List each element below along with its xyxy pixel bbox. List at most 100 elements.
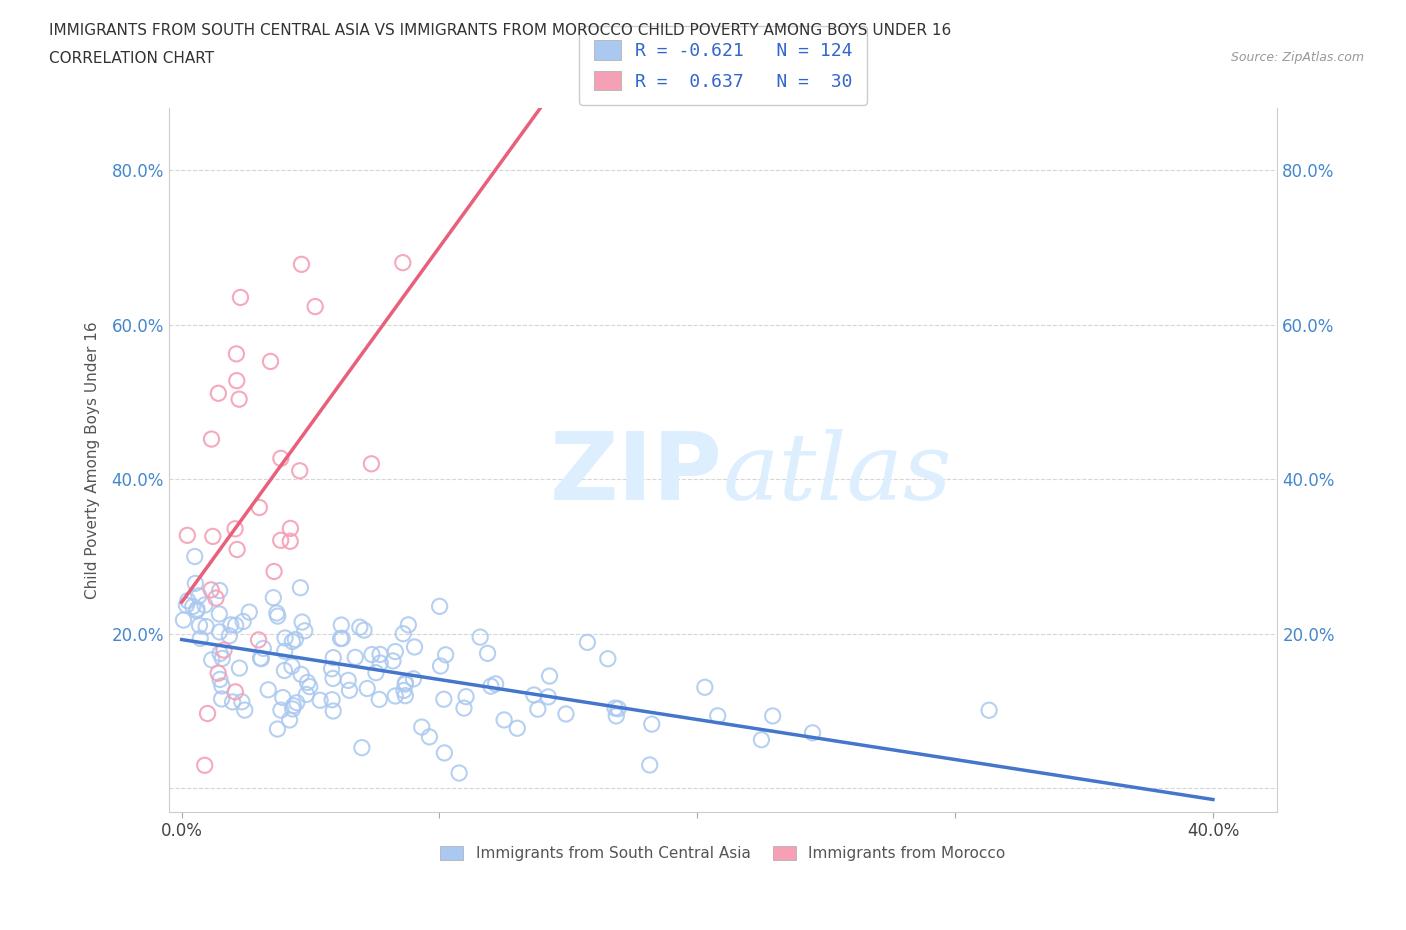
Point bbox=[381, 654, 404, 669]
Point bbox=[344, 650, 367, 665]
Point bbox=[402, 671, 425, 686]
Point bbox=[304, 299, 326, 314]
Point bbox=[298, 679, 321, 694]
Point bbox=[392, 683, 415, 698]
Point bbox=[330, 631, 353, 645]
Point bbox=[288, 463, 311, 478]
Y-axis label: Child Poverty Among Boys Under 16: Child Poverty Among Boys Under 16 bbox=[86, 321, 100, 599]
Point bbox=[266, 722, 288, 737]
Point bbox=[470, 630, 492, 644]
Point bbox=[232, 614, 254, 629]
Point bbox=[200, 432, 222, 446]
Point bbox=[281, 701, 304, 716]
Point bbox=[195, 619, 218, 634]
Point bbox=[977, 703, 1000, 718]
Point bbox=[322, 704, 344, 719]
Point bbox=[284, 632, 307, 647]
Point bbox=[205, 591, 228, 605]
Text: ZIP: ZIP bbox=[550, 428, 723, 520]
Point bbox=[349, 619, 371, 634]
Point bbox=[391, 255, 413, 270]
Point bbox=[350, 740, 373, 755]
Point bbox=[184, 576, 207, 591]
Point bbox=[291, 615, 314, 630]
Point bbox=[228, 660, 250, 675]
Point bbox=[638, 758, 661, 773]
Point bbox=[295, 687, 318, 702]
Point bbox=[221, 695, 243, 710]
Point bbox=[194, 758, 217, 773]
Point bbox=[360, 457, 382, 472]
Point bbox=[433, 746, 456, 761]
Point bbox=[211, 651, 233, 666]
Point bbox=[290, 257, 312, 272]
Text: Source: ZipAtlas.com: Source: ZipAtlas.com bbox=[1230, 51, 1364, 64]
Point bbox=[252, 641, 274, 656]
Point bbox=[285, 696, 308, 711]
Point bbox=[224, 522, 246, 537]
Point bbox=[484, 676, 506, 691]
Point bbox=[274, 644, 297, 658]
Point bbox=[290, 667, 312, 682]
Point bbox=[259, 354, 281, 369]
Point bbox=[250, 651, 273, 666]
Point bbox=[368, 647, 391, 662]
Point bbox=[211, 679, 233, 694]
Point bbox=[297, 675, 319, 690]
Point bbox=[266, 605, 288, 620]
Point bbox=[233, 703, 256, 718]
Point bbox=[181, 599, 204, 614]
Point bbox=[523, 687, 546, 702]
Point bbox=[262, 591, 284, 605]
Point bbox=[411, 720, 433, 735]
Point bbox=[229, 290, 252, 305]
Text: atlas: atlas bbox=[723, 429, 953, 519]
Point bbox=[337, 673, 360, 688]
Point bbox=[188, 618, 211, 633]
Point bbox=[477, 646, 499, 661]
Point bbox=[329, 631, 352, 646]
Point bbox=[368, 692, 391, 707]
Point bbox=[207, 386, 229, 401]
Point bbox=[384, 644, 406, 659]
Point bbox=[197, 706, 219, 721]
Point bbox=[271, 690, 294, 705]
Point bbox=[479, 679, 502, 694]
Point bbox=[187, 589, 209, 604]
Point bbox=[322, 671, 344, 685]
Point bbox=[283, 698, 305, 713]
Point bbox=[274, 631, 297, 645]
Point bbox=[270, 533, 292, 548]
Point bbox=[605, 709, 627, 724]
Point bbox=[693, 680, 716, 695]
Point bbox=[186, 604, 208, 618]
Point bbox=[294, 623, 316, 638]
Point bbox=[368, 656, 391, 671]
Point bbox=[433, 692, 456, 707]
Point bbox=[225, 347, 247, 362]
Point bbox=[364, 665, 387, 680]
Point bbox=[194, 598, 217, 613]
Point bbox=[434, 647, 457, 662]
Point bbox=[228, 392, 250, 406]
Point bbox=[762, 709, 785, 724]
Point bbox=[270, 703, 292, 718]
Point bbox=[356, 681, 378, 696]
Point bbox=[384, 688, 406, 703]
Point bbox=[273, 663, 295, 678]
Text: IMMIGRANTS FROM SOUTH CENTRAL ASIA VS IMMIGRANTS FROM MOROCCO CHILD POVERTY AMON: IMMIGRANTS FROM SOUTH CENTRAL ASIA VS IM… bbox=[49, 23, 952, 38]
Point bbox=[176, 528, 198, 543]
Point bbox=[454, 689, 477, 704]
Point bbox=[641, 717, 664, 732]
Point bbox=[537, 689, 560, 704]
Point bbox=[396, 618, 419, 632]
Point bbox=[538, 669, 561, 684]
Point bbox=[278, 534, 301, 549]
Point bbox=[603, 700, 626, 715]
Point bbox=[394, 677, 416, 692]
Point bbox=[321, 661, 343, 676]
Point bbox=[231, 695, 253, 710]
Point bbox=[404, 640, 426, 655]
Point bbox=[330, 618, 353, 632]
Point bbox=[209, 646, 232, 661]
